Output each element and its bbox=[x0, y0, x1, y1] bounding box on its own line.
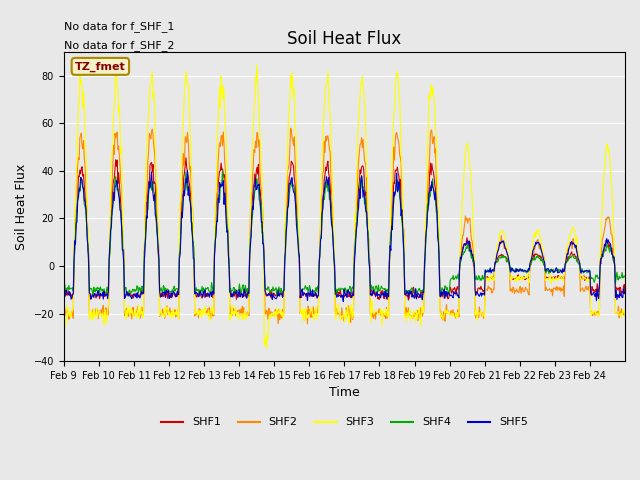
SHF3 bbox=[229, 312, 237, 317]
Line: SHF3: SHF3 bbox=[64, 65, 625, 348]
SHF4 bbox=[60, 282, 68, 288]
SHF2 bbox=[621, 311, 629, 317]
Text: No data for f_SHF_1: No data for f_SHF_1 bbox=[64, 21, 174, 32]
Line: SHF1: SHF1 bbox=[64, 158, 625, 300]
SHF2 bbox=[229, 309, 237, 314]
SHF3 bbox=[280, 315, 287, 321]
SHF3 bbox=[60, 309, 68, 314]
SHF4 bbox=[244, 293, 252, 299]
SHF1 bbox=[278, 290, 286, 296]
Text: TZ_fmet: TZ_fmet bbox=[75, 61, 125, 72]
Legend: SHF1, SHF2, SHF3, SHF4, SHF5: SHF1, SHF2, SHF3, SHF4, SHF5 bbox=[157, 413, 532, 432]
SHF5 bbox=[404, 289, 412, 295]
X-axis label: Time: Time bbox=[329, 386, 360, 399]
SHF1 bbox=[404, 297, 412, 303]
SHF4 bbox=[435, 251, 443, 256]
SHF3 bbox=[621, 312, 629, 318]
SHF5 bbox=[184, 168, 191, 173]
SHF2 bbox=[287, 125, 294, 131]
Line: SHF2: SHF2 bbox=[64, 128, 625, 324]
SHF5 bbox=[621, 289, 629, 295]
SHF4 bbox=[230, 285, 237, 290]
SHF4 bbox=[404, 288, 412, 294]
SHF4 bbox=[258, 230, 266, 236]
SHF2 bbox=[126, 312, 134, 318]
SHF5 bbox=[230, 289, 237, 295]
SHF5 bbox=[339, 299, 347, 304]
SHF1 bbox=[403, 293, 411, 299]
Text: No data for f_SHF_2: No data for f_SHF_2 bbox=[64, 39, 174, 50]
SHF4 bbox=[126, 287, 134, 293]
SHF3 bbox=[253, 62, 260, 68]
SHF1 bbox=[435, 254, 443, 260]
SHF3 bbox=[435, 237, 443, 243]
SHF5 bbox=[60, 291, 68, 297]
SHF2 bbox=[303, 321, 311, 327]
SHF3 bbox=[126, 312, 134, 318]
SHF2 bbox=[278, 315, 285, 321]
SHF5 bbox=[278, 295, 286, 300]
SHF4 bbox=[280, 288, 287, 294]
SHF3 bbox=[262, 346, 270, 351]
SHF5 bbox=[126, 293, 134, 299]
SHF1 bbox=[126, 291, 134, 297]
Y-axis label: Soil Heat Flux: Soil Heat Flux bbox=[15, 163, 28, 250]
SHF1 bbox=[257, 198, 265, 204]
Line: SHF5: SHF5 bbox=[64, 170, 625, 301]
SHF2 bbox=[435, 247, 443, 252]
SHF4 bbox=[621, 273, 629, 279]
SHF2 bbox=[404, 309, 412, 314]
Title: Soil Heat Flux: Soil Heat Flux bbox=[287, 30, 401, 48]
SHF5 bbox=[257, 219, 265, 225]
SHF1 bbox=[182, 155, 190, 161]
SHF1 bbox=[621, 291, 629, 297]
SHF3 bbox=[257, 152, 265, 158]
SHF2 bbox=[60, 313, 68, 319]
SHF1 bbox=[230, 291, 237, 297]
SHF4 bbox=[219, 167, 227, 173]
SHF1 bbox=[60, 290, 68, 296]
SHF2 bbox=[257, 182, 264, 188]
Line: SHF4: SHF4 bbox=[64, 170, 625, 296]
SHF3 bbox=[404, 311, 412, 316]
SHF5 bbox=[435, 258, 443, 264]
